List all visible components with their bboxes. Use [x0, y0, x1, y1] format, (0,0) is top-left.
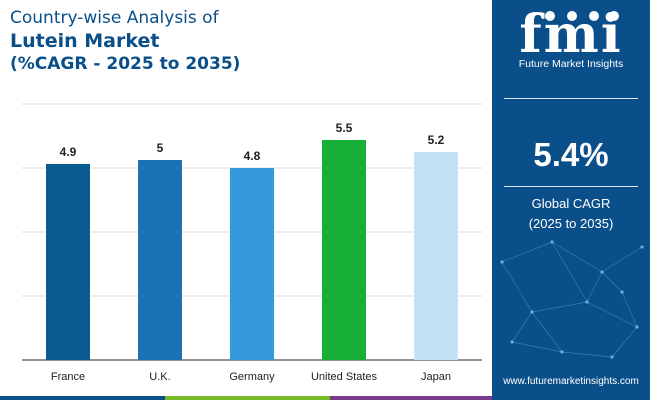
- bottom-bar-segment: [492, 396, 650, 400]
- bar-value-label: 5.5: [336, 121, 353, 135]
- bar-value-label: 5.2: [428, 133, 445, 147]
- bar-chart: 4.9 France 5 U.K. 4.8 Germany 5.5 United States…: [22, 103, 482, 383]
- x-tick-label: U.K.: [149, 371, 170, 383]
- bars: [46, 140, 458, 360]
- bottom-bar-segment: [165, 396, 330, 400]
- x-tick-label: Japan: [421, 371, 451, 383]
- global-cagr-label-line1: Global CAGR: [531, 196, 611, 211]
- bar: [230, 168, 274, 360]
- bar: [322, 140, 366, 360]
- global-cagr-value: 5.4%: [533, 136, 609, 173]
- bar: [138, 160, 182, 360]
- bar: [46, 164, 90, 360]
- website-url: www.futuremarketinsights.com: [503, 376, 639, 387]
- x-tick-label: United States: [311, 371, 378, 383]
- brand-name: Future Market Insights: [518, 58, 624, 70]
- bottom-color-bar: [0, 396, 650, 400]
- bar-value-label: 5: [157, 141, 164, 155]
- x-tick-label: France: [51, 371, 85, 383]
- bar: [414, 152, 458, 360]
- summary-panel: fmi Future Market Insights 5.4% Global C…: [492, 0, 650, 400]
- labels: 4.9 France 5 U.K. 4.8 Germany 5.5 United States…: [51, 121, 451, 383]
- chart-title-line2: Lutein Market: [10, 30, 160, 52]
- divider: [504, 98, 638, 99]
- chart-title-line3: (%CAGR - 2025 to 2035): [10, 54, 241, 74]
- bar-value-label: 4.8: [244, 149, 261, 163]
- chart-title-block: Country-wise Analysis of Lutein Market (…: [10, 8, 480, 76]
- divider: [504, 186, 638, 187]
- x-tick-label: Germany: [229, 371, 275, 383]
- bottom-bar-segment: [330, 396, 492, 400]
- fmi-logo-icon: fmi: [519, 8, 620, 58]
- bottom-bar-segment: [0, 396, 165, 400]
- chart-title-line1: Country-wise Analysis of: [10, 8, 219, 28]
- bar-value-label: 4.9: [60, 145, 77, 159]
- global-cagr-label-line2: (2025 to 2035): [528, 216, 614, 231]
- global-cagr-label: Global CAGR (2025 to 2035): [492, 194, 650, 234]
- network-graphic-icon: [500, 240, 644, 359]
